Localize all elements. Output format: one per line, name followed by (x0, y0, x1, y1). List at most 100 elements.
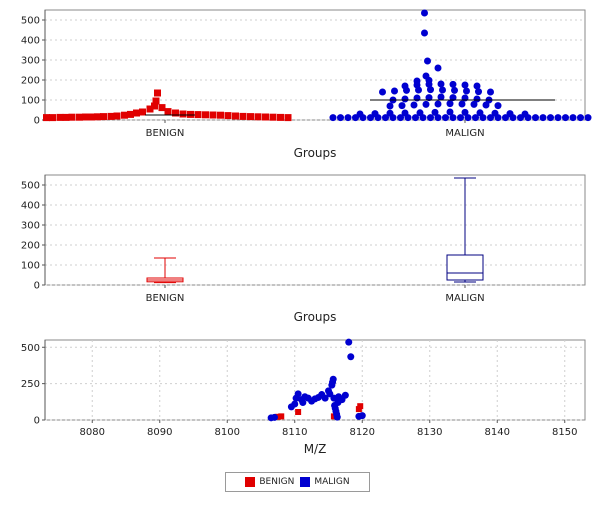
x-tick-label: 8120 (350, 427, 375, 438)
data-point-benign (247, 113, 254, 121)
data-point-benign (217, 111, 224, 119)
data-point-malign (299, 399, 307, 407)
data-point-malign (451, 86, 458, 94)
x-axis-title: Groups (294, 146, 337, 160)
data-point-benign (151, 102, 158, 110)
data-point-benign (239, 112, 247, 120)
data-point-malign (584, 114, 592, 122)
data-point-malign (427, 114, 434, 122)
data-point-malign (554, 114, 562, 122)
box-malign (446, 254, 484, 281)
data-point-benign (88, 113, 95, 121)
data-point-benign (224, 112, 232, 120)
data-point-malign (291, 400, 299, 408)
data-point-malign (345, 338, 353, 346)
x-axis-title: M/Z (304, 442, 327, 456)
data-point-benign (62, 113, 70, 121)
y-tick-label: 500 (21, 181, 40, 192)
data-point-malign (398, 102, 406, 110)
data-point-malign (401, 109, 409, 117)
data-point-benign (133, 109, 140, 117)
data-point-benign (107, 112, 115, 120)
data-point-malign (341, 391, 349, 399)
data-point-malign (329, 375, 337, 383)
data-point-benign (295, 409, 302, 415)
data-point-benign (121, 111, 128, 119)
data-point-malign (449, 114, 457, 122)
data-point-benign (254, 113, 262, 121)
data-point-malign (421, 9, 428, 17)
data-point-malign (521, 110, 529, 118)
y-tick-label: 250 (21, 379, 40, 390)
data-point-benign (262, 113, 269, 121)
data-point-malign (425, 94, 433, 102)
data-point-malign (470, 100, 478, 108)
data-point-benign (172, 109, 179, 117)
data-point-benign (357, 403, 364, 410)
data-point-malign (321, 394, 329, 402)
data-point-malign (367, 114, 374, 122)
data-point-malign (449, 94, 457, 102)
data-point-benign (269, 113, 277, 121)
data-point-benign (277, 113, 284, 121)
legend: BENIGN MALIGN (225, 472, 370, 492)
data-point-benign (284, 114, 292, 122)
data-point-malign (476, 109, 484, 117)
x-category-label: MALIGN (445, 293, 484, 304)
data-point-benign (82, 113, 89, 121)
data-point-malign (439, 86, 446, 94)
data-point-benign (49, 114, 56, 122)
data-point-benign (158, 104, 166, 112)
data-point-benign (179, 110, 187, 118)
data-point-malign (457, 114, 464, 122)
data-point-malign (472, 114, 479, 122)
x-category-label: BENIGN (146, 128, 185, 139)
data-point-malign (386, 102, 394, 110)
data-point-malign (434, 64, 442, 72)
y-tick-label: 200 (21, 241, 40, 252)
data-point-malign (416, 109, 424, 117)
data-point-malign (458, 100, 466, 108)
data-point-malign (337, 114, 344, 122)
data-point-benign (187, 110, 194, 118)
data-point-malign (371, 110, 379, 118)
x-tick-label: 8080 (80, 427, 105, 438)
data-point-malign (391, 87, 398, 95)
data-point-malign (446, 108, 454, 116)
data-point-malign (379, 88, 386, 96)
data-point-malign (461, 108, 469, 116)
data-point-benign (76, 113, 83, 121)
data-point-malign (437, 80, 445, 88)
legend-label-malign: MALIGN (314, 477, 350, 487)
x-tick-label: 8130 (417, 427, 442, 438)
x-axis-title: Groups (294, 310, 337, 324)
data-point-benign (94, 113, 101, 121)
y-tick-label: 100 (21, 261, 40, 272)
data-point-malign (421, 29, 428, 37)
data-point-benign (164, 108, 172, 116)
data-point-malign (487, 88, 494, 96)
data-point-malign (356, 110, 364, 118)
data-point-benign (100, 113, 107, 121)
data-point-malign (431, 108, 439, 116)
y-tick-label: 0 (34, 416, 40, 427)
data-point-malign (382, 114, 389, 122)
y-tick-label: 300 (21, 221, 40, 232)
legend-item-malign: MALIGN (300, 477, 350, 487)
data-point-malign (329, 114, 337, 122)
data-point-malign (422, 100, 430, 108)
data-point-malign (344, 114, 352, 122)
x-category-label: MALIGN (445, 128, 484, 139)
x-tick-label: 8100 (215, 427, 240, 438)
data-point-malign (562, 114, 569, 122)
data-point-malign (294, 390, 302, 398)
data-point-benign (232, 112, 239, 120)
data-point-malign (446, 100, 454, 108)
data-point-malign (577, 114, 584, 122)
data-point-malign (539, 114, 547, 122)
data-point-malign (461, 81, 469, 89)
data-point-malign (397, 114, 404, 122)
data-point-benign (127, 110, 134, 118)
data-point-malign (532, 114, 539, 122)
